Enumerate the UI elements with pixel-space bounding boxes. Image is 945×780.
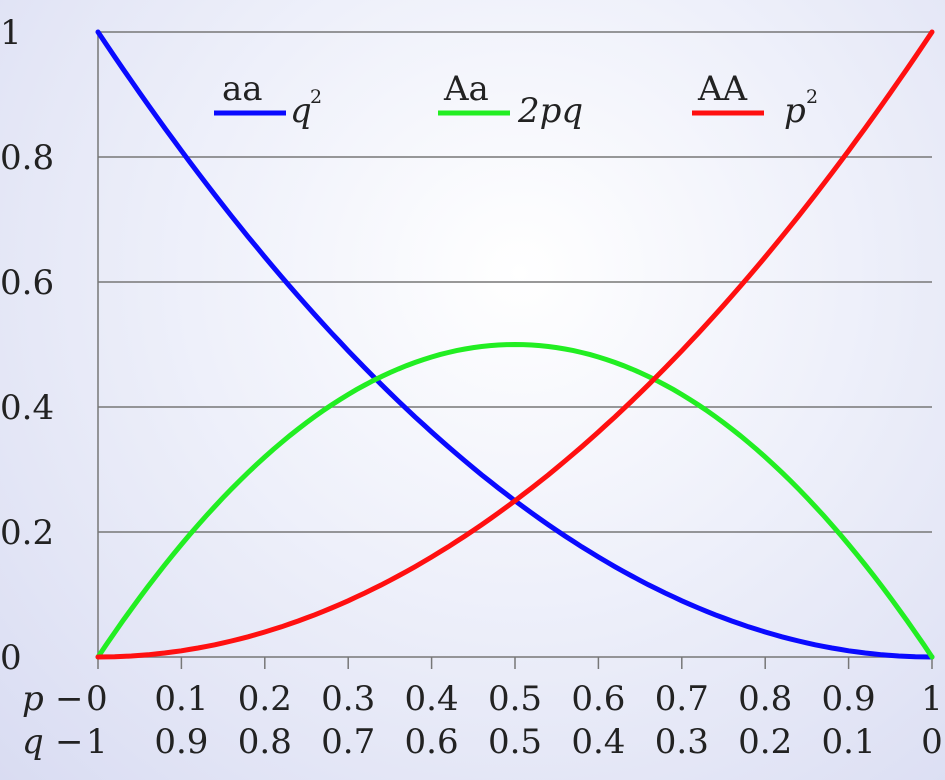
series-line-Aa (95, 341, 935, 660)
series-lines (95, 29, 935, 660)
legend-genotype: AA (697, 69, 748, 109)
x-tick-label-q: 0.8 (238, 722, 292, 762)
x-tick-label-q: 0.7 (321, 722, 375, 762)
x-tick-label-p: 0 (86, 679, 108, 719)
x-tick-label-q: 0.1 (822, 722, 876, 762)
x-tick-label-p: 1 (921, 679, 943, 719)
y-tick-label: 0.4 (0, 388, 54, 428)
x-tick-label-q: 0 (921, 722, 943, 762)
y-tick-label: 0 (0, 638, 22, 678)
x-tick-label-q: 0.6 (405, 722, 459, 762)
y-tick-label: 0.6 (0, 263, 54, 303)
legend-genotype: Aa (443, 69, 489, 109)
legend-formula: 2pq (517, 91, 583, 131)
x-tick-label-q: 0.2 (738, 722, 792, 762)
x-tick-label-p: 0.9 (822, 679, 876, 719)
x-tick-label-p: 0.6 (571, 679, 625, 719)
x-tick-label-q: 0.3 (655, 722, 709, 762)
legend-formula: q (290, 91, 312, 131)
x-tick-label-p: 0.3 (321, 679, 375, 719)
y-tick-label: 1 (0, 13, 22, 53)
legend-item-Aa: Aa 2pq (438, 69, 583, 131)
y-tick-label: 0.8 (0, 138, 54, 178)
x-axis: 010.10.90.20.80.30.70.40.60.50.50.60.40.… (22, 657, 943, 762)
series-line-AA (95, 29, 935, 660)
x-row-sep-q: − (55, 722, 84, 762)
x-row-sep-p: − (55, 679, 84, 719)
x-tick-label-p: 0.5 (488, 679, 542, 719)
legend-formula-sup: 2 (806, 86, 818, 108)
legend-item-AA: AA p 2 (692, 69, 818, 131)
x-tick-label-p: 0.7 (655, 679, 709, 719)
legend-genotype: aa (222, 69, 263, 109)
grid (97, 31, 932, 658)
y-axis: 0 0.2 0.4 0.6 0.8 1 (0, 13, 54, 678)
y-tick-label: 0.2 (0, 513, 54, 553)
x-row-label-q: q (22, 722, 44, 762)
x-tick-label-p: 0.8 (738, 679, 792, 719)
x-tick-label-q: 1 (86, 722, 108, 762)
legend-formula: p (784, 91, 806, 131)
x-row-label-p: p (22, 679, 44, 719)
x-tick-label-q: 0.4 (571, 722, 625, 762)
x-tick-label-q: 0.5 (488, 722, 542, 762)
x-tick-label-p: 0.1 (154, 679, 208, 719)
x-tick-label-p: 0.4 (405, 679, 459, 719)
x-tick-label-p: 0.2 (238, 679, 292, 719)
x-tick-label-q: 0.9 (154, 722, 208, 762)
legend-formula-sup: 2 (310, 86, 322, 108)
